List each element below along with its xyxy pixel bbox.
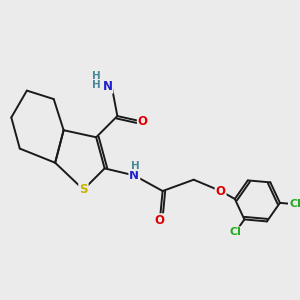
Text: H: H <box>92 80 100 90</box>
Text: O: O <box>138 115 148 128</box>
Text: S: S <box>79 183 88 196</box>
Text: O: O <box>216 184 226 197</box>
Text: H: H <box>92 70 100 81</box>
Text: N: N <box>129 169 139 182</box>
Text: O: O <box>155 214 165 227</box>
Text: H: H <box>130 160 139 171</box>
Text: N: N <box>103 80 112 93</box>
Text: Cl: Cl <box>230 227 242 237</box>
Text: Cl: Cl <box>290 199 300 209</box>
